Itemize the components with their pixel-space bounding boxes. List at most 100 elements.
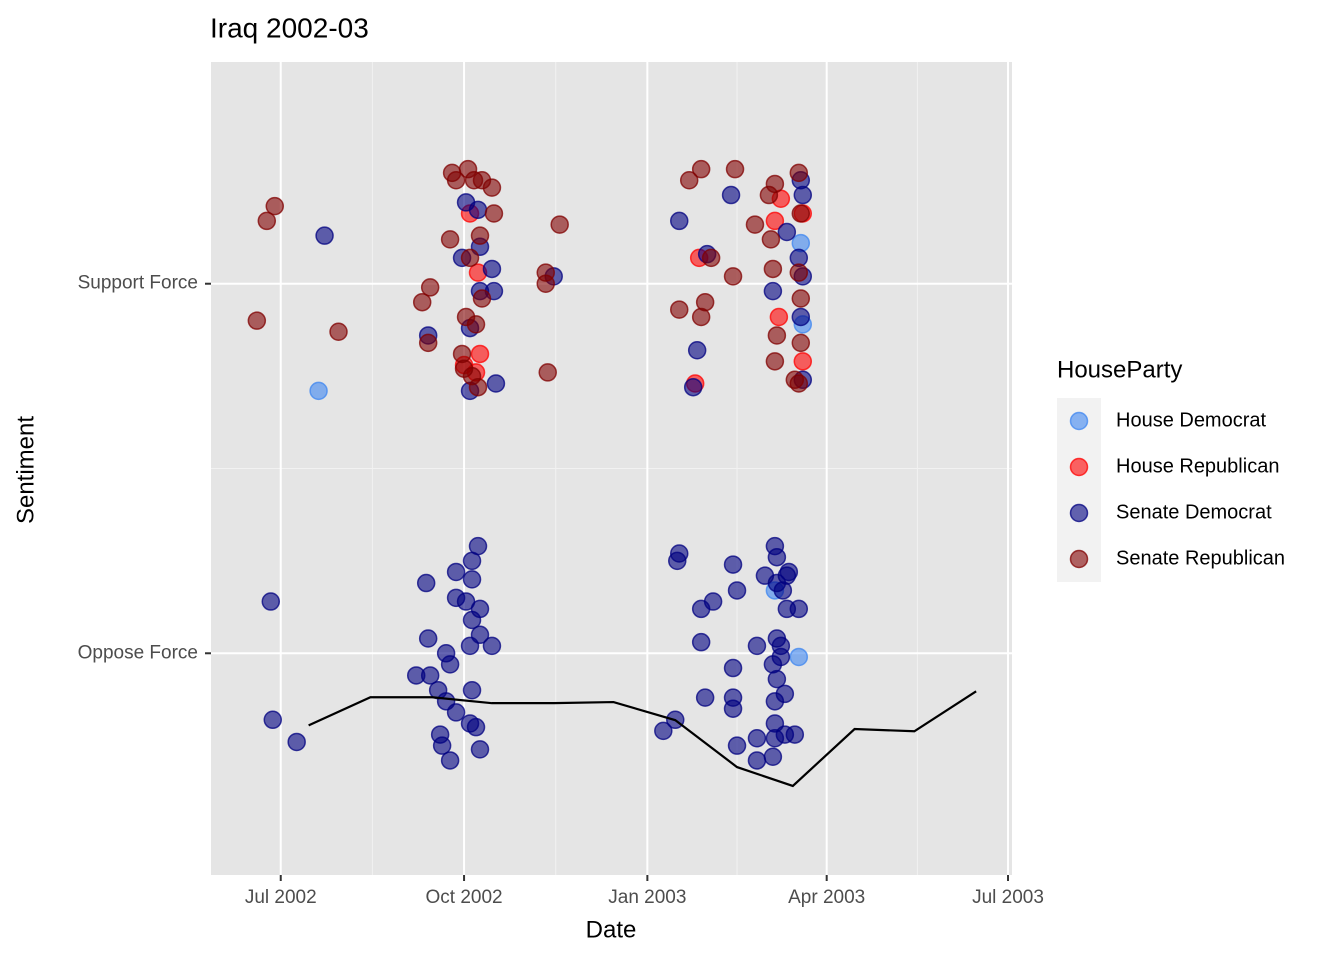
data-point	[767, 326, 787, 345]
trend-line	[308, 690, 977, 788]
data-point	[695, 688, 715, 707]
data-point	[745, 215, 765, 234]
data-point	[727, 581, 747, 600]
data-point	[466, 717, 486, 737]
data-point	[789, 599, 809, 619]
data-point	[420, 666, 440, 685]
data-point	[440, 230, 460, 249]
data-point	[695, 292, 715, 312]
y-tick-label: Support Force	[78, 273, 198, 294]
data-point	[765, 692, 785, 711]
data-point	[440, 751, 460, 770]
data-point	[791, 333, 811, 353]
data-point	[462, 570, 482, 589]
data-point	[747, 636, 767, 656]
data-point	[536, 274, 555, 293]
data-point	[654, 721, 673, 741]
data-point	[460, 248, 480, 268]
legend-label: House Republican	[1116, 455, 1279, 477]
data-point	[767, 547, 787, 567]
data-point	[446, 171, 466, 190]
data-point	[765, 352, 785, 371]
x-tick-label: Apr 2003	[788, 887, 865, 908]
data-point	[472, 289, 492, 308]
data-point	[791, 204, 811, 223]
data-point	[470, 740, 490, 759]
data-point	[779, 562, 799, 582]
x-axis-title: Date	[586, 916, 637, 943]
data-point	[329, 322, 348, 342]
x-tick-label: Jul 2002	[245, 887, 317, 908]
data-point	[791, 307, 811, 327]
data-point	[287, 732, 306, 752]
data-point	[763, 259, 783, 279]
data-point	[669, 211, 689, 231]
data-point	[470, 344, 490, 364]
data-point	[418, 629, 438, 648]
data-point	[723, 267, 743, 286]
data-point	[771, 647, 791, 667]
data-point	[721, 185, 741, 205]
legend-swatch	[1069, 411, 1089, 431]
data-point	[446, 703, 466, 722]
data-point	[691, 159, 711, 179]
data-point	[767, 669, 787, 689]
data-point	[793, 352, 813, 371]
data-point	[765, 174, 785, 194]
data-point	[265, 196, 285, 216]
data-point	[791, 289, 811, 308]
data-point	[468, 200, 488, 220]
data-point	[769, 307, 789, 327]
data-point	[725, 159, 745, 179]
legend-swatch	[1069, 457, 1089, 477]
data-point	[486, 374, 506, 393]
legend-label: Senate Democrat	[1116, 501, 1272, 523]
data-point	[789, 647, 809, 667]
legend-label: Senate Republican	[1116, 547, 1285, 569]
data-point	[785, 370, 805, 390]
data-point	[765, 211, 785, 231]
data-point	[763, 281, 783, 301]
data-point	[761, 230, 781, 249]
data-point	[723, 555, 743, 574]
legend-title: HouseParty	[1057, 356, 1182, 383]
data-point	[470, 599, 490, 619]
data-point	[669, 300, 689, 319]
data-point	[261, 592, 281, 611]
data-point	[420, 278, 440, 297]
data-point	[482, 259, 502, 279]
data-point	[432, 736, 452, 755]
x-tick-label: Oct 2002	[425, 887, 502, 908]
data-point	[315, 226, 334, 245]
data-point	[470, 226, 490, 245]
data-point	[723, 658, 743, 678]
data-point	[777, 222, 797, 242]
data-point	[747, 729, 767, 748]
x-tick-label: Jul 2003	[972, 887, 1044, 908]
data-point	[550, 215, 569, 234]
legend-label: House Democrat	[1116, 409, 1267, 431]
data-point	[440, 655, 460, 674]
data-point	[416, 573, 436, 593]
data-point	[763, 747, 783, 766]
data-point	[747, 751, 767, 770]
data-point	[679, 171, 699, 190]
x-tick-label: Jan 2003	[608, 887, 686, 908]
data-point	[669, 544, 689, 563]
data-point	[482, 178, 502, 197]
chart-title: Iraq 2002-03	[210, 12, 369, 43]
data-point	[683, 377, 703, 397]
plot-area	[211, 62, 1012, 875]
data-point	[723, 699, 743, 718]
data-point	[484, 204, 504, 223]
legend: House Democrat House Republican Senate Dem…	[1057, 398, 1285, 582]
data-point	[793, 185, 813, 205]
data-point	[462, 680, 482, 700]
data-point	[691, 632, 711, 652]
legend-swatch	[1069, 503, 1089, 523]
data-point	[247, 311, 267, 330]
data-point	[263, 710, 283, 730]
data-point	[309, 381, 328, 401]
data-point	[468, 536, 488, 556]
